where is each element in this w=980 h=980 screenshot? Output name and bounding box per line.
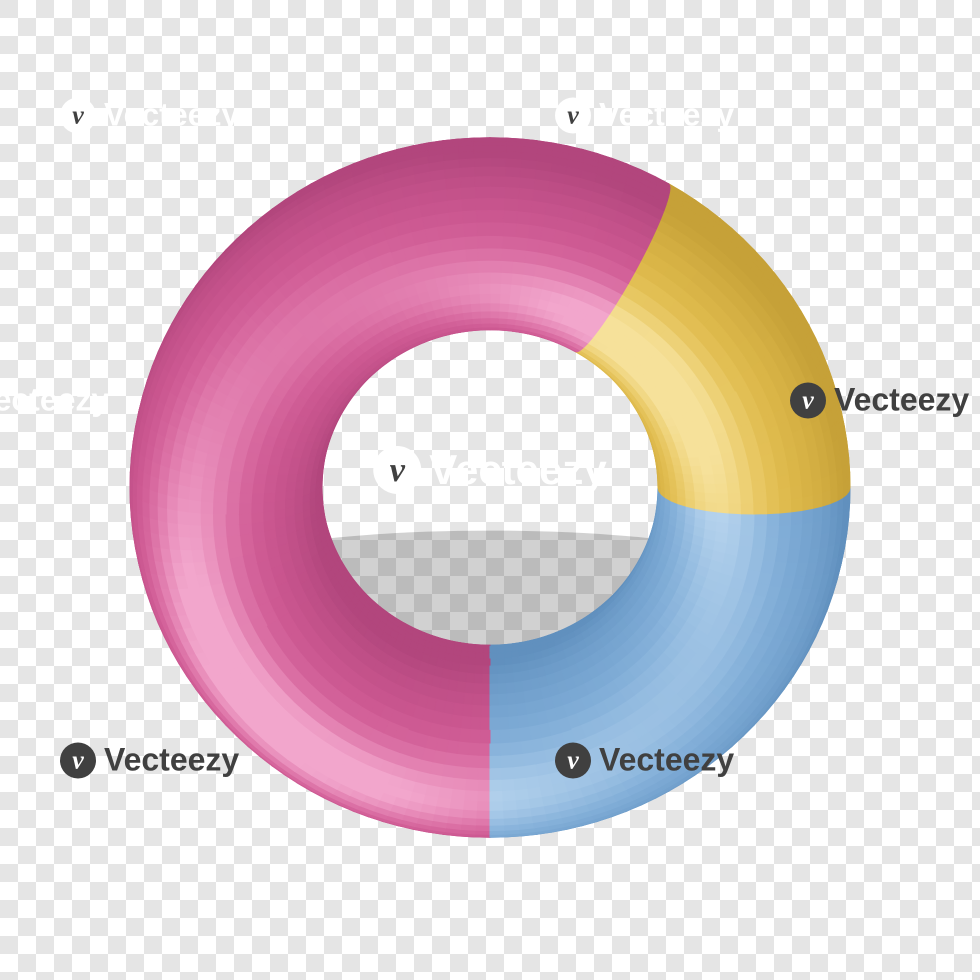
donut-chart — [90, 88, 890, 893]
stage: vVecteezyvVecteezyvVecteezyvVecteezyvVec… — [0, 0, 980, 980]
donut-chart-svg — [90, 88, 890, 888]
